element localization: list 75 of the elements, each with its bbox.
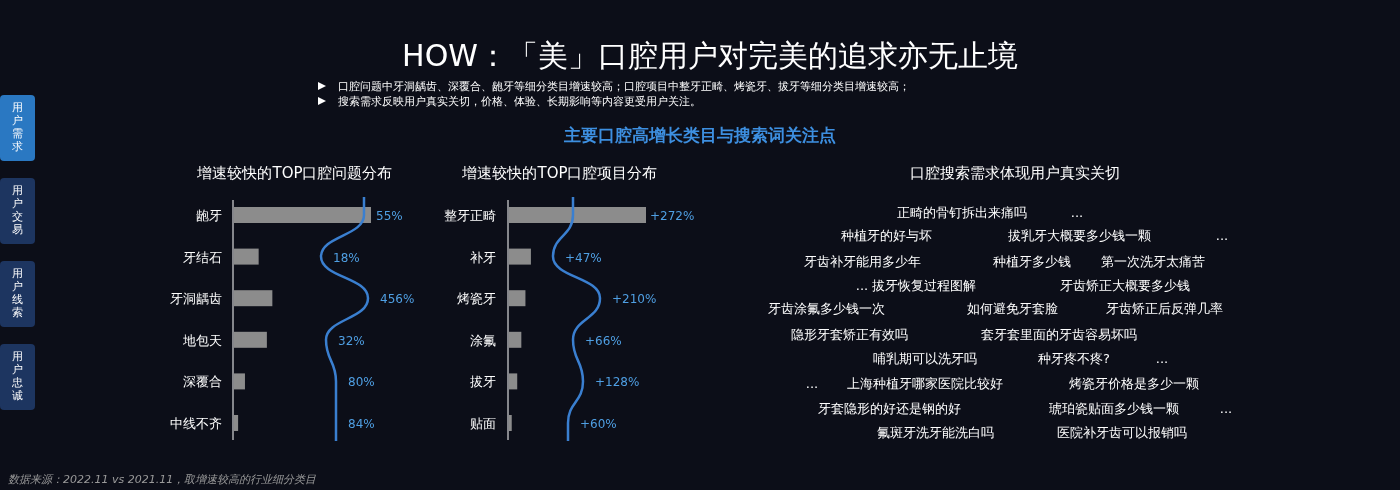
y-tick-label: 地包天 — [182, 332, 222, 348]
y-tick-label: 补牙 — [470, 249, 496, 265]
bar — [234, 207, 371, 223]
y-tick-label: 牙结石 — [183, 249, 222, 265]
y-tick-label: 整牙正畸 — [444, 208, 496, 223]
annotation: 84% — [348, 417, 375, 431]
text: 上海种植牙哪家医院比较好 — [847, 376, 1003, 391]
annotation: +47% — [565, 250, 602, 265]
annotation: +128% — [595, 375, 640, 390]
y-tick-label: 中线不齐 — [170, 416, 222, 431]
text: HOW：「美」口腔用户对完美的追求亦无止境 — [402, 38, 1018, 73]
text: 正畸的骨钉拆出来痛吗 — [897, 205, 1027, 220]
text: 55% — [376, 209, 403, 223]
text: 用户需求 — [11, 101, 23, 153]
annotation: 32% — [338, 333, 365, 348]
text: 搜索需求反映用户真实关切，价格、体验、长期影响等内容更受用户关注。 — [338, 95, 701, 108]
text: 口腔问题中牙洞龋齿、深覆合、龅牙等细分类目增速较高；口腔项目中整牙正畸、烤瓷牙、拔牙等细分类目增速较高； — [338, 80, 910, 93]
text: 第一次洗牙太痛苦 — [1101, 254, 1205, 269]
text: ... — [1070, 205, 1084, 220]
text: 种牙疼不疼? — [1038, 351, 1110, 366]
y-tick-label: 龅牙 — [196, 208, 222, 223]
text: ... — [855, 278, 869, 293]
bar — [234, 290, 273, 307]
text: 牙齿涂氟多少钱一次 — [767, 301, 885, 316]
text: 用户线索 — [11, 267, 23, 319]
text: +272% — [650, 209, 695, 223]
text: 琥珀瓷贴面多少钱一颗 — [1049, 401, 1179, 416]
y-tick-label: 贴面 — [470, 416, 496, 431]
text: 拔乳牙大概要多少钱一颗 — [1007, 228, 1151, 243]
text: 牙齿矫正后反弹几率 — [1105, 301, 1223, 316]
text: 主要口腔高增长类目与搜索词关注点 — [563, 125, 836, 145]
text: ... — [1215, 228, 1229, 243]
text: 套牙套里面的牙齿容易坏吗 — [981, 327, 1137, 342]
annotation: 18% — [333, 250, 360, 265]
text: 隐形牙套矫正有效吗 — [790, 327, 908, 342]
text: 哺乳期可以洗牙吗 — [873, 351, 977, 366]
y-tick-label: 深覆合 — [183, 374, 222, 390]
text: 用户忠诚 — [10, 350, 23, 402]
text: 种植牙的好与坏 — [840, 228, 932, 243]
annotation: 80% — [348, 375, 375, 390]
annotation: +210% — [612, 292, 657, 307]
text: 用户交易 — [11, 184, 23, 236]
text: ... — [1155, 351, 1169, 366]
bar — [509, 248, 531, 265]
text: 口腔搜索需求体现用户真实关切 — [910, 164, 1120, 182]
bar — [509, 290, 526, 307]
chart-title: 增速较快的TOP口腔项目分布 — [461, 164, 658, 182]
text: 如何避免牙套脸 — [966, 301, 1058, 316]
y-tick-label: 涂氟 — [470, 332, 496, 348]
y-tick-label: 烤瓷牙 — [457, 291, 496, 307]
text: 456% — [380, 292, 415, 307]
text: 氟斑牙洗牙能洗白吗 — [876, 425, 994, 440]
annotation: +60% — [580, 417, 617, 431]
text: ... — [1219, 401, 1233, 416]
y-tick-label: 牙洞龋齿 — [170, 291, 222, 307]
bar — [509, 415, 512, 431]
bar — [234, 331, 267, 348]
text: 种植牙多少钱 — [993, 254, 1071, 269]
text: 拔牙恢复过程图解 — [872, 278, 976, 293]
bar — [234, 248, 259, 265]
bar — [509, 373, 518, 390]
text: 医院补牙齿可以报销吗 — [1057, 425, 1187, 440]
text: 烤瓷牙价格是多少一颗 — [1069, 376, 1199, 391]
text: 牙齿矫正大概要多少钱 — [1060, 278, 1190, 293]
chart-title: 增速较快的TOP口腔问题分布 — [196, 164, 393, 182]
bar — [509, 331, 522, 348]
text: 牙齿补牙能用多少年 — [803, 254, 921, 269]
bar — [234, 415, 239, 431]
source-note: 数据来源：2022.11 vs 2021.11，取增速较高的行业细分类目 — [8, 473, 317, 486]
annotation: +66% — [585, 333, 622, 348]
bar — [234, 373, 245, 390]
bar — [509, 207, 646, 223]
y-tick-label: 拔牙 — [470, 374, 496, 390]
text: ... — [805, 376, 819, 391]
text: 牙套隐形的好还是钢的好 — [817, 401, 961, 416]
